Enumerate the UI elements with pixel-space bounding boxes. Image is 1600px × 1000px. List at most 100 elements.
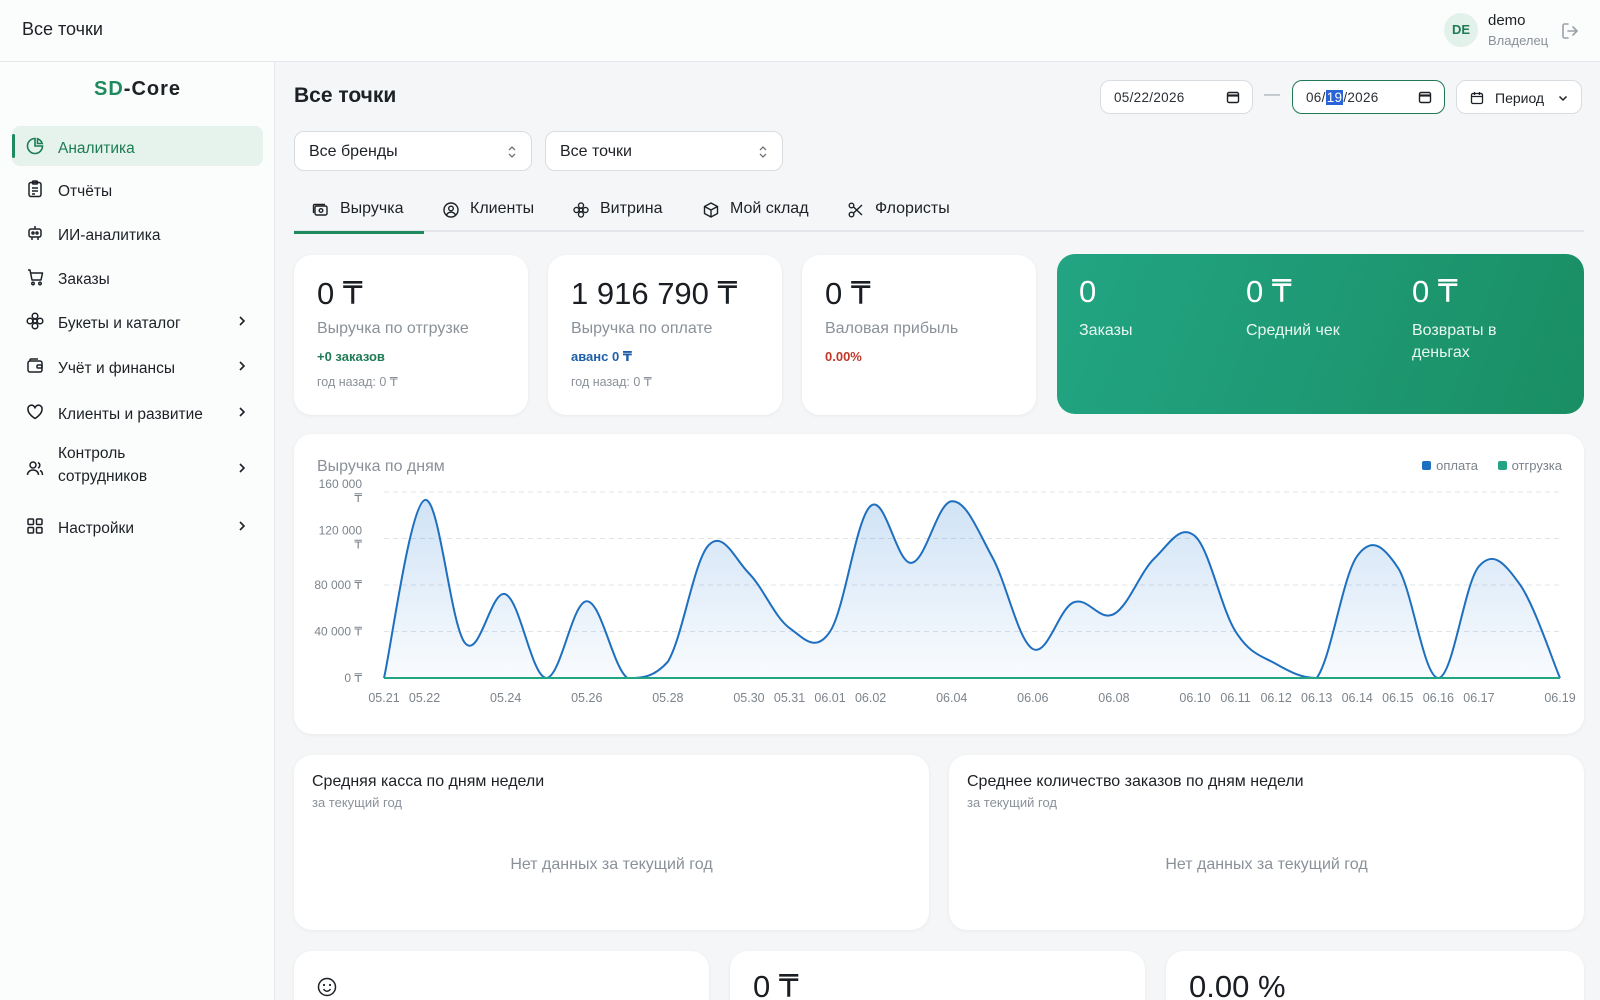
sidebar-item-analytics[interactable]: Аналитика — [12, 126, 263, 166]
date-to-input[interactable]: 06/19/2026 — [1292, 80, 1445, 114]
x-tick-label: 05.28 — [652, 691, 683, 705]
user-menu[interactable]: DE demo Владелец — [1400, 0, 1600, 62]
x-tick-label: 06.04 — [936, 691, 967, 705]
grid-icon — [27, 518, 43, 534]
legend-item-shipment[interactable]: отгрузка — [1497, 458, 1562, 473]
empty-state: Нет данных за текущий год — [1165, 856, 1368, 873]
flower-icon — [573, 202, 589, 218]
kpi-value: 0.00 % — [1189, 969, 1286, 1000]
x-tick-label: 05.30 — [733, 691, 764, 705]
x-tick-label: 05.24 — [490, 691, 521, 705]
x-tick-label: 05.26 — [571, 691, 602, 705]
y-tick-label: ₸ — [354, 491, 362, 505]
sidebar-item-ai-analytics[interactable]: ИИ-аналитика — [12, 213, 263, 253]
bottom-card-1 — [294, 951, 709, 1000]
tab-my-warehouse[interactable]: Мой склад — [684, 192, 829, 232]
kpi-card-summary: 0 Заказы 0 ₸ Средний чек 0 ₸ Возвраты в … — [1057, 254, 1584, 414]
chevron-right-icon — [239, 463, 246, 473]
card-subtitle: за текущий год — [312, 795, 402, 810]
kpi-value: 0 ₸ — [317, 276, 363, 311]
x-tick-label: 06.12 — [1260, 691, 1291, 705]
y-tick-label: 0 ₸ — [344, 671, 362, 685]
y-tick-label: 80 000 ₸ — [314, 578, 362, 592]
brand-logo[interactable]: SD-Core — [93, 78, 182, 100]
kpi-year-ago: год назад: 0 ₸ — [571, 375, 652, 389]
user-name: demo — [1488, 12, 1526, 29]
scissors-icon — [848, 202, 863, 218]
x-tick-label: 05.22 — [409, 691, 440, 705]
kpi-card-gross-profit: 0 ₸ Валовая прибыль 0.00% — [802, 255, 1036, 415]
sidebar: SD-Core Аналитика Отчёты ИИ-аналитика За… — [0, 62, 275, 1000]
sidebar-item-label: Аналитика — [58, 140, 135, 157]
kpi-value: 0 ₸ — [1246, 274, 1292, 309]
kpi-card-payment-revenue: 1 916 790 ₸ Выручка по оплате аванс 0 ₸ … — [548, 255, 782, 415]
revenue-by-day-chart-card: 0 ₸ 40 000 ₸ 80 000 ₸ 120 000 ₸ 160 000 ₸ 05.21… — [294, 434, 1584, 734]
x-tick-label: 06.10 — [1179, 691, 1210, 705]
sort-arrows-icon — [508, 146, 516, 158]
y-tick-label: 40 000 ₸ — [314, 625, 362, 639]
sidebar-item-orders[interactable]: Заказы — [12, 257, 263, 297]
avg-orders-by-weekday-card: Среднее количество заказов по дням недел… — [949, 755, 1584, 930]
sidebar-item-label: Отчёты — [58, 183, 113, 200]
date-to-value: 06/19/2026 — [1306, 90, 1379, 105]
chevron-right-icon — [239, 521, 246, 531]
chevron-right-icon — [239, 407, 246, 417]
top-bar: Все точки DE demo Владелец — [0, 0, 1600, 62]
tab-showcase[interactable]: Витрина — [554, 192, 684, 232]
sidebar-item-reports[interactable]: Отчёты — [12, 169, 263, 209]
tab-label: Витрина — [600, 200, 663, 217]
sidebar-item-staff-control[interactable]: Контроль сотрудников — [12, 440, 263, 496]
calendar-icon[interactable] — [1226, 90, 1240, 104]
legend-item-payment[interactable]: оплата — [1422, 458, 1478, 473]
cart-icon — [28, 269, 44, 286]
tab-bar: Выручка Клиенты Витрина Мой склад Флорис… — [294, 192, 1584, 234]
x-tick-label: 05.21 — [368, 691, 399, 705]
calendar-icon[interactable] — [1418, 90, 1432, 104]
revenue-chart: 0 ₸40 000 ₸80 000 ₸120 000₸160 000₸05.21… — [314, 477, 1575, 705]
date-separator: — — [1264, 86, 1280, 103]
brand-select-value: Все бренды — [309, 143, 398, 160]
kpi-refunds: 0 ₸ Возвраты в деньгах — [1412, 274, 1532, 364]
x-tick-label: 06.11 — [1220, 691, 1250, 705]
x-tick-label: 06.19 — [1544, 691, 1575, 705]
x-tick-label: 06.15 — [1382, 691, 1413, 705]
kpi-sub: 0.00% — [825, 349, 862, 364]
point-select[interactable]: Все точки — [545, 131, 783, 171]
robot-icon — [28, 226, 42, 240]
point-select-value: Все точки — [560, 143, 632, 160]
tab-label: Выручка — [340, 200, 404, 217]
sidebar-item-bouquets-catalog[interactable]: Букеты и каталог — [12, 301, 263, 341]
kpi-label: Возвраты в деньгах — [1412, 322, 1497, 361]
cash-icon — [312, 203, 328, 216]
kpi-value: 0 — [1079, 274, 1097, 309]
avatar[interactable]: DE — [1444, 13, 1478, 47]
kpi-sub: аванс 0 ₸ — [571, 349, 632, 364]
kpi-year-ago: год назад: 0 ₸ — [317, 375, 398, 389]
kpi-value: 0 ₸ — [825, 276, 871, 311]
sidebar-item-label: Заказы — [58, 271, 110, 288]
tab-florists[interactable]: Флористы — [829, 192, 974, 232]
user-circle-icon — [443, 202, 459, 218]
date-from-input[interactable]: 05/22/2026 — [1100, 80, 1253, 114]
kpi-label: Валовая прибыль — [825, 320, 959, 337]
smile-icon — [317, 977, 337, 997]
kpi-orders: 0 Заказы — [1079, 274, 1229, 342]
sidebar-item-accounting-finance[interactable]: Учёт и финансы — [12, 346, 263, 386]
brand-select[interactable]: Все бренды — [294, 131, 532, 171]
kpi-label: Заказы — [1079, 322, 1133, 339]
tab-clients[interactable]: Клиенты — [424, 192, 554, 232]
tab-revenue[interactable]: Выручка — [294, 192, 424, 234]
sidebar-item-clients-growth[interactable]: Клиенты и развитие — [12, 392, 263, 432]
chevron-right-icon — [239, 316, 246, 326]
kpi-label: Средний чек — [1246, 322, 1340, 339]
sidebar-item-settings[interactable]: Настройки — [12, 506, 263, 546]
sidebar-item-label: Клиенты и развитие — [58, 406, 203, 423]
kpi-value: 0 ₸ — [1412, 274, 1458, 309]
period-dropdown[interactable]: Период — [1456, 80, 1582, 114]
x-tick-label: 06.17 — [1463, 691, 1494, 705]
chevron-right-icon — [239, 361, 246, 371]
logout-icon[interactable] — [1560, 21, 1580, 41]
users-icon — [26, 461, 44, 476]
series-area-payment — [384, 499, 1560, 678]
x-tick-label: 05.31 — [774, 691, 805, 705]
